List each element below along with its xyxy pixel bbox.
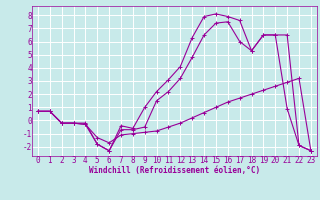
X-axis label: Windchill (Refroidissement éolien,°C): Windchill (Refroidissement éolien,°C) [89, 166, 260, 175]
